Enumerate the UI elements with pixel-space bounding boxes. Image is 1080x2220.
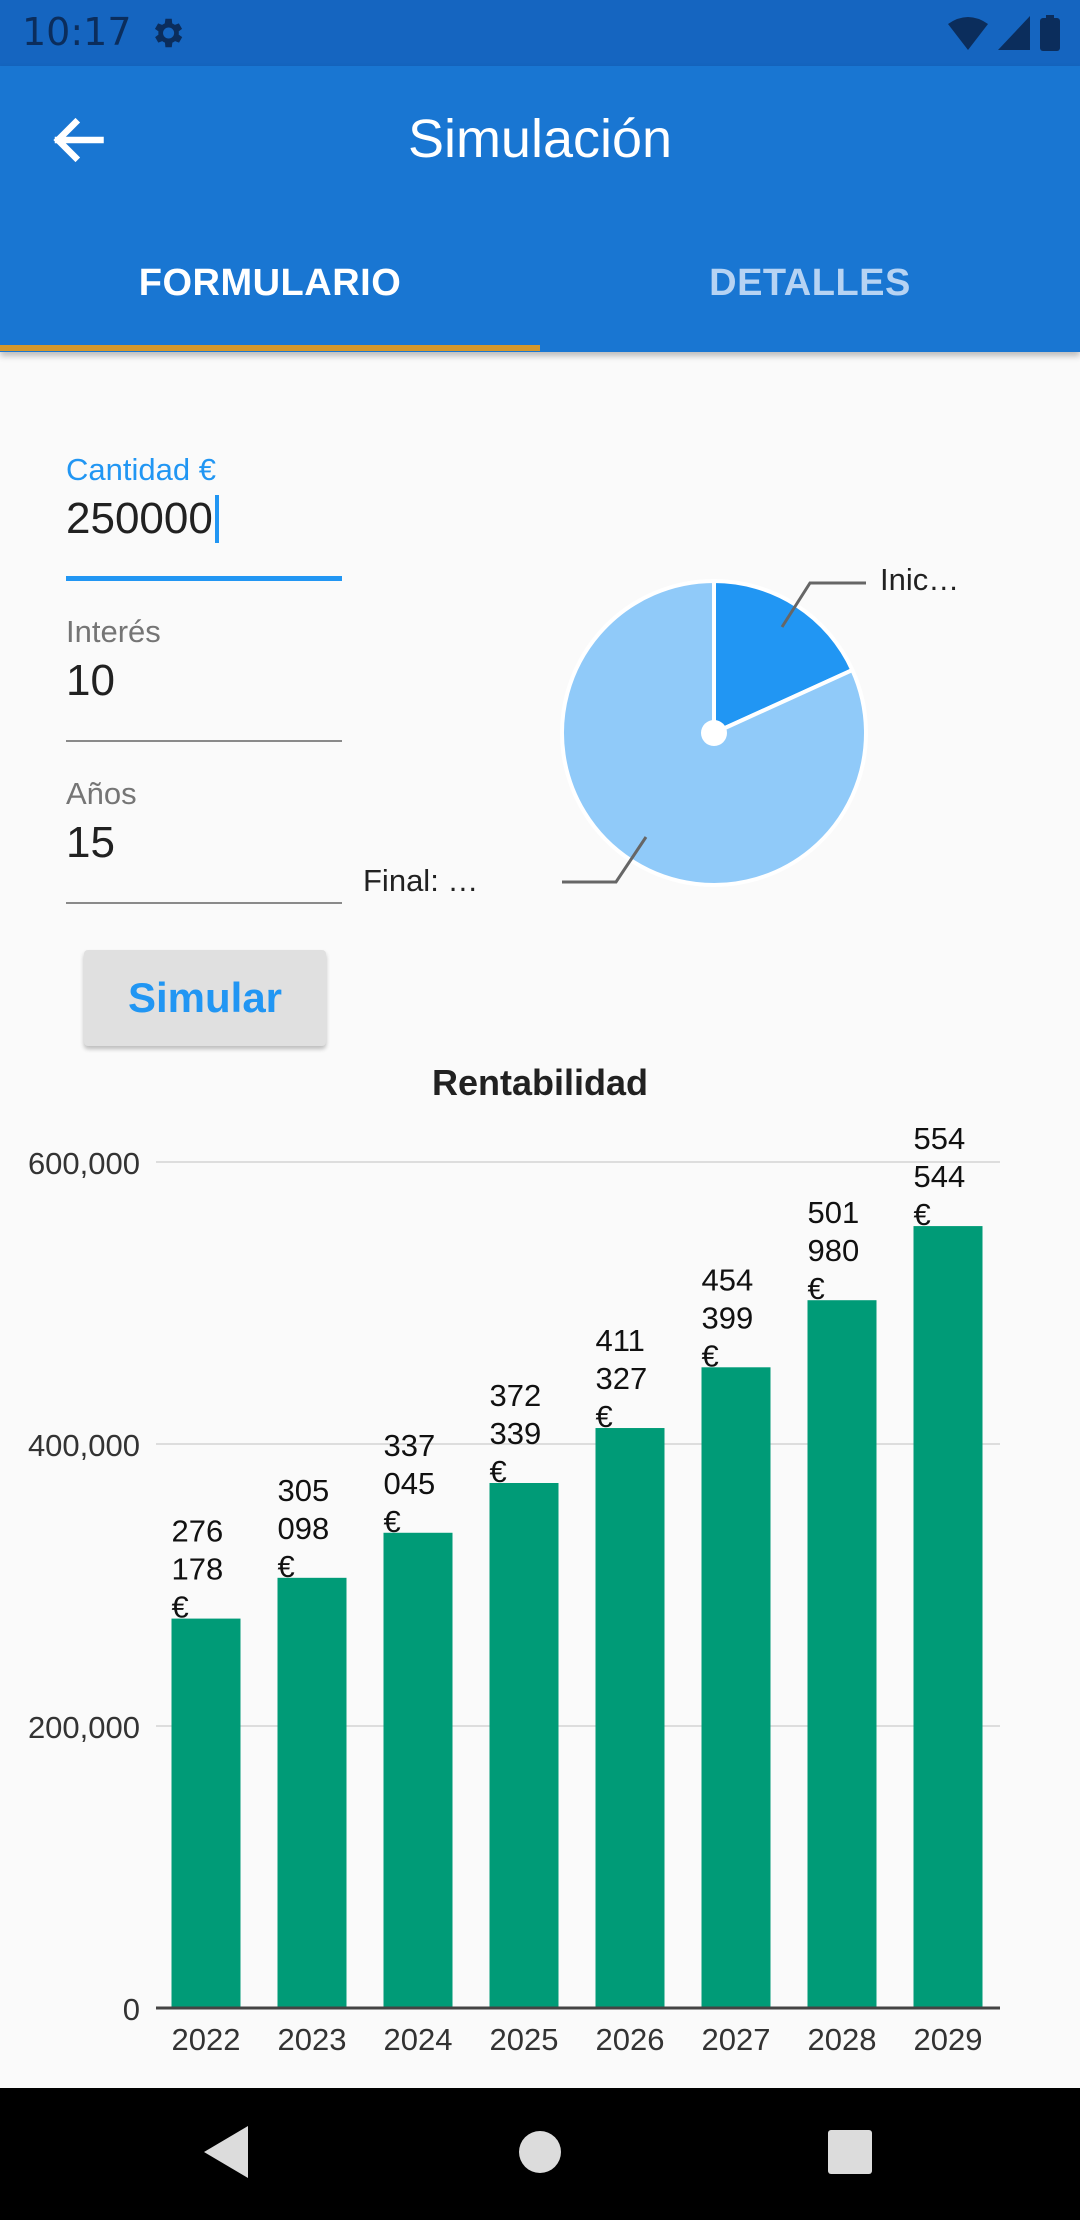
cantidad-label: Cantidad €	[66, 452, 216, 487]
bar-data-label: €	[914, 1197, 931, 1232]
cantidad-underline	[66, 576, 342, 581]
tab-formulario[interactable]: FORMULARIO	[138, 262, 402, 304]
bar-data-label: 399	[702, 1300, 754, 1335]
interes-underline	[66, 740, 342, 742]
interes-field[interactable]: Interés 10	[66, 614, 342, 742]
x-tick-label: 2026	[596, 2022, 665, 2057]
bar-data-label: 454	[702, 1262, 754, 1297]
anos-label: Años	[66, 776, 137, 811]
tab-detalles[interactable]: DETALLES	[709, 262, 911, 304]
y-tick-label: 600,000	[28, 1146, 140, 1181]
y-tick-label: 400,000	[28, 1428, 140, 1463]
bar-data-label: 305	[278, 1473, 330, 1508]
bar-data-label: €	[172, 1590, 189, 1625]
pie-center-dot	[701, 720, 727, 746]
bar-data-label: €	[278, 1549, 295, 1584]
wifi-icon	[948, 17, 988, 50]
signal-icon	[998, 16, 1030, 50]
text-cursor	[214, 495, 219, 543]
app-bar	[0, 66, 1080, 352]
navigation-bar	[0, 2088, 1080, 2220]
bar-data-label: 501	[808, 1195, 860, 1230]
y-tick-label: 0	[123, 1992, 140, 2027]
bar-data-label: €	[596, 1399, 613, 1434]
nav-home-icon[interactable]	[518, 2130, 562, 2174]
pie-leader-line	[780, 581, 866, 628]
tab-indicator	[0, 345, 540, 351]
bar-data-label: 178	[172, 1552, 224, 1587]
bar	[701, 1367, 771, 2008]
y-tick-label: 200,000	[28, 1710, 140, 1745]
chart-title: Rentabilidad	[431, 1062, 649, 1103]
status-time: 10:17	[22, 10, 132, 54]
x-tick-label: 2029	[914, 2022, 983, 2057]
bar-data-label: €	[490, 1454, 507, 1489]
nav-back-icon[interactable]	[204, 2126, 248, 2178]
interes-input[interactable]: 10	[66, 656, 115, 705]
bar	[913, 1226, 983, 2008]
bar-data-label: 339	[490, 1416, 542, 1451]
bar-data-label: 327	[596, 1361, 648, 1396]
simular-button[interactable]: Simular	[84, 950, 326, 1046]
anos-input[interactable]: 15	[66, 818, 115, 867]
bar-data-label: €	[702, 1338, 719, 1373]
anos-underline	[66, 902, 342, 904]
cantidad-field[interactable]: Cantidad € 250000	[66, 452, 342, 581]
bar	[171, 1618, 241, 2008]
bar-data-label: 045	[384, 1466, 436, 1501]
anos-field[interactable]: Años 15	[66, 776, 342, 904]
bar-data-label: 372	[490, 1378, 542, 1413]
bar-data-label: 554	[914, 1121, 966, 1156]
status-bar: 10:17	[0, 0, 1080, 66]
bar-data-label: 276	[172, 1514, 224, 1549]
bar	[277, 1577, 347, 2008]
bar-chart: 0200,000400,000600,000276178€2022305098€…	[28, 1121, 1000, 2057]
x-tick-label: 2024	[384, 2022, 453, 2057]
cantidad-input[interactable]: 250000	[66, 494, 213, 543]
settings-gear-icon	[154, 18, 183, 48]
pie-label-inicial: Inic…	[880, 562, 959, 597]
bar	[807, 1300, 877, 2008]
bar-data-label: 337	[384, 1428, 436, 1463]
bar-data-label: 544	[914, 1159, 966, 1194]
back-arrow-icon[interactable]	[48, 110, 108, 170]
x-tick-label: 2027	[702, 2022, 771, 2057]
bar-data-label: €	[808, 1271, 825, 1306]
x-tick-label: 2028	[808, 2022, 877, 2057]
bar-data-label: €	[384, 1504, 401, 1539]
pie-leader-line	[562, 836, 648, 884]
pie-label-final: Final: …	[363, 863, 478, 898]
page-title: Simulación	[407, 109, 673, 169]
x-tick-label: 2023	[278, 2022, 347, 2057]
x-tick-label: 2025	[490, 2022, 559, 2057]
nav-recents-icon[interactable]	[828, 2130, 872, 2174]
interes-label: Interés	[66, 614, 161, 649]
battery-icon	[1040, 15, 1060, 51]
bar-data-label: 098	[278, 1511, 330, 1546]
bar	[489, 1483, 559, 2008]
bar	[595, 1428, 665, 2008]
bar-data-label: 980	[808, 1233, 860, 1268]
pie-chart: Inic… Final: …	[363, 562, 959, 898]
bar-data-label: 411	[596, 1323, 645, 1358]
x-tick-label: 2022	[172, 2022, 241, 2057]
bar	[383, 1532, 453, 2008]
